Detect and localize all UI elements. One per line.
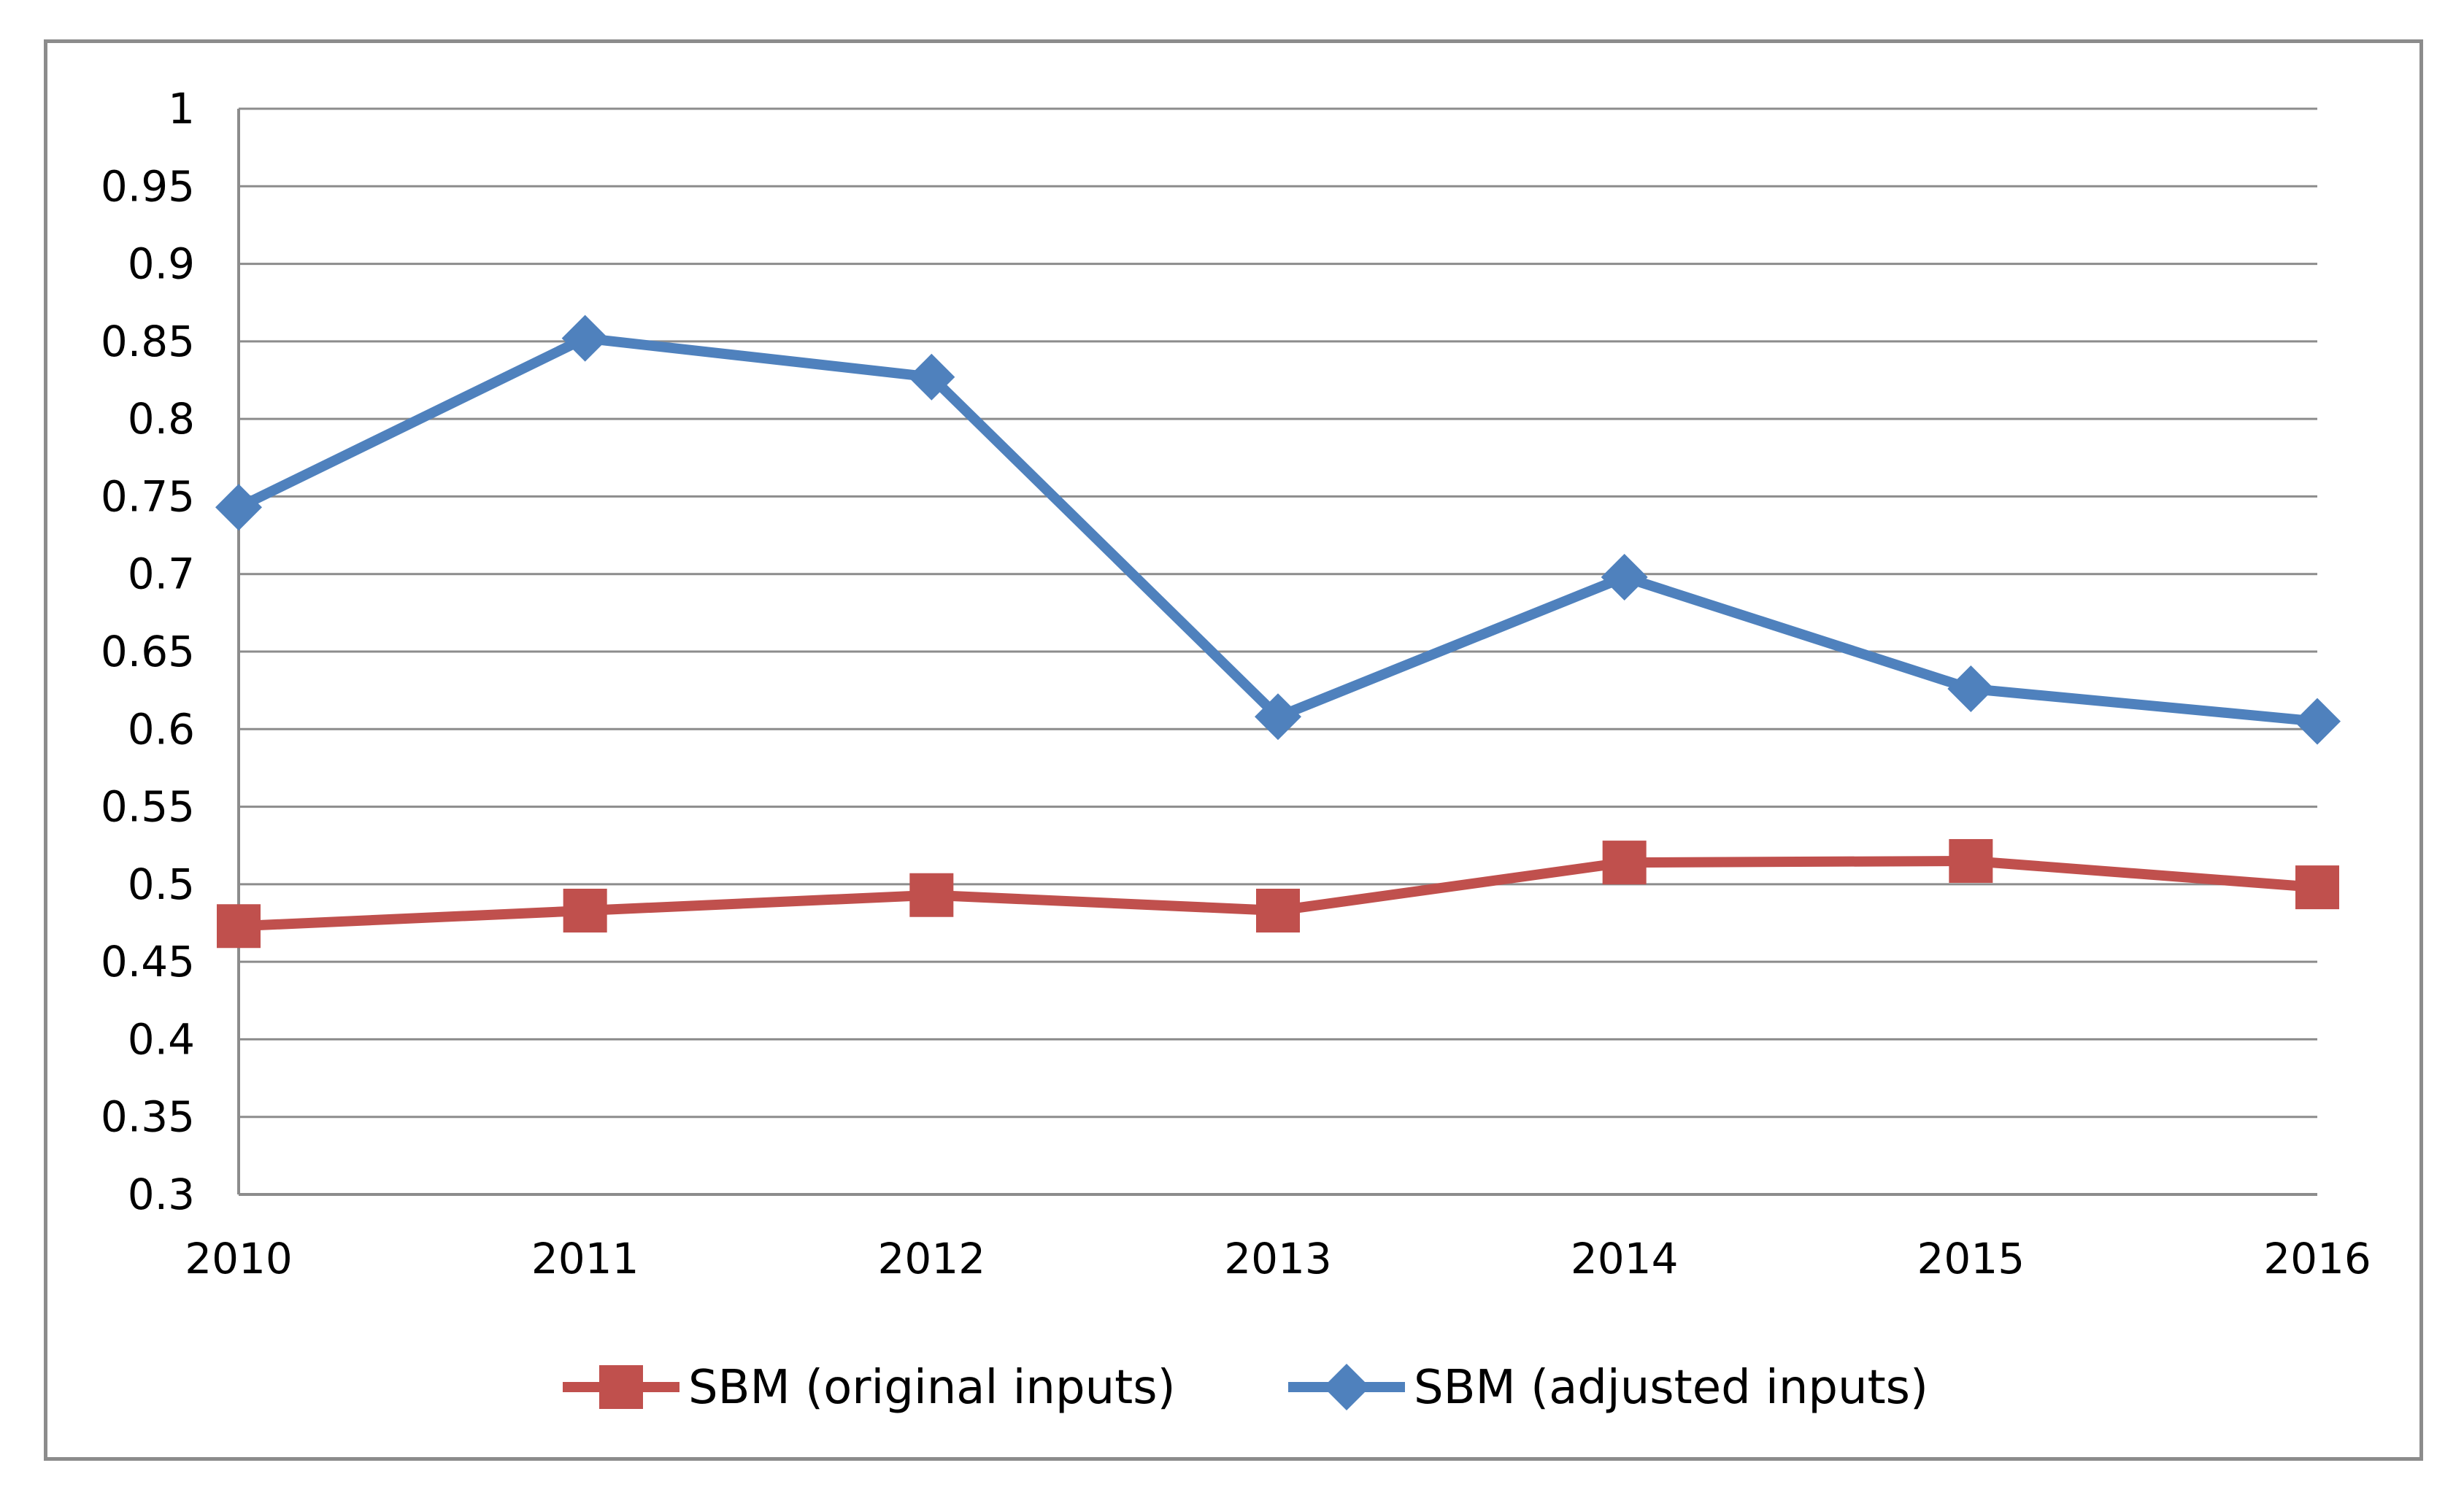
legend-entry: SBM (adjusted inputs) <box>1288 1361 1928 1415</box>
y-tick-label: 0.3 <box>128 1170 195 1219</box>
data-point-square <box>1949 838 1993 883</box>
x-tick-label: 2015 <box>1917 1234 2025 1283</box>
series <box>215 314 2341 949</box>
legend-entry: SBM (original inputs) <box>563 1361 1176 1415</box>
data-point-square <box>1602 841 1647 885</box>
x-tick-label: 2016 <box>2263 1234 2371 1283</box>
y-tick-label: 0.4 <box>128 1014 195 1064</box>
y-tick-label: 0.6 <box>128 704 195 754</box>
y-tick-label: 0.45 <box>101 937 195 986</box>
line-chart: 0.3 0.35 0.4 0.45 0.5 0.55 0.6 0.65 0.7 0.75 0.8 0.… <box>101 84 2371 1415</box>
data-point-diamond <box>2294 698 2341 745</box>
series-sbm-original-inputs <box>217 838 2339 949</box>
y-tick-label: 0.75 <box>101 471 195 521</box>
chart-frame: 0.3 0.35 0.4 0.45 0.5 0.55 0.6 0.65 0.7 0.75 0.8 0.… <box>44 39 2423 1461</box>
data-point-square <box>1256 888 1300 932</box>
data-point-square <box>563 888 607 932</box>
y-tick-label: 0.7 <box>128 549 195 599</box>
y-tick-label: 1 <box>168 84 195 134</box>
data-point-diamond <box>1255 693 1301 741</box>
legend: SBM (original inputs) SBM (adjusted input… <box>563 1361 1928 1415</box>
data-point-diamond <box>215 484 262 531</box>
data-point-square <box>2295 865 2339 910</box>
y-tick-label: 0.95 <box>101 161 195 211</box>
gridlines <box>239 107 2317 1119</box>
data-point-square <box>909 873 954 917</box>
legend-label: SBM (original inputs) <box>688 1361 1176 1415</box>
series-line <box>236 333 2318 727</box>
y-tick-label: 0.55 <box>101 782 195 832</box>
y-tick-label: 0.35 <box>101 1092 195 1142</box>
x-tick-label: 2012 <box>878 1234 986 1283</box>
data-point-diamond <box>1947 665 1995 713</box>
x-tick-label: 2010 <box>185 1234 293 1283</box>
y-tick-labels: 0.3 0.35 0.4 0.45 0.5 0.55 0.6 0.65 0.7 0.75 0.8 0.… <box>101 84 195 1219</box>
y-tick-label: 0.8 <box>128 394 195 444</box>
y-tick-label: 0.85 <box>101 317 195 366</box>
data-point-diamond <box>561 314 609 362</box>
data-point-diamond <box>908 353 955 401</box>
series-sbm-adjusted-inputs <box>215 314 2341 745</box>
x-tick-label: 2011 <box>531 1234 639 1283</box>
axes <box>237 109 2317 1196</box>
y-tick-label: 0.5 <box>128 860 195 909</box>
y-tick-label: 0.65 <box>101 627 195 676</box>
legend-marker-square <box>599 1365 643 1409</box>
x-tick-label: 2013 <box>1224 1234 1332 1283</box>
legend-label: SBM (adjusted inputs) <box>1414 1361 1928 1415</box>
data-point-diamond <box>1601 553 1648 601</box>
x-tick-labels: 2010 2011 2012 2013 2014 2015 2016 <box>185 1234 2371 1283</box>
y-tick-label: 0.9 <box>128 239 195 289</box>
data-point-square <box>217 904 261 949</box>
legend-marker-diamond <box>1323 1364 1370 1410</box>
x-tick-label: 2014 <box>1571 1234 1679 1283</box>
